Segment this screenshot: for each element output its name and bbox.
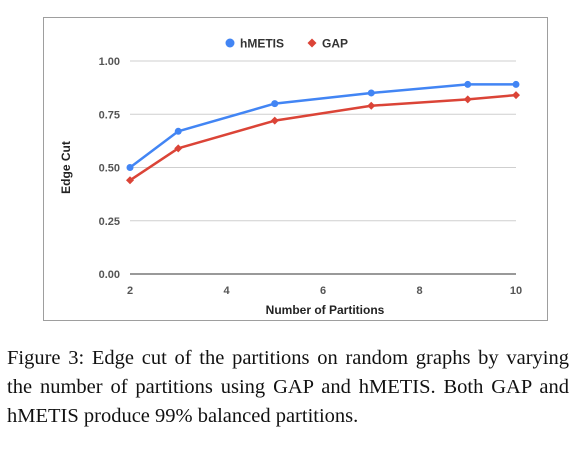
y-tick-label: 0.00 <box>99 269 120 281</box>
x-tick-label: 8 <box>416 285 422 297</box>
series-line-gap <box>129 93 517 182</box>
data-point-gap <box>174 144 183 153</box>
y-tick-label: 1.00 <box>99 56 120 68</box>
figure-caption: Figure 3: Edge cut of the partitions on … <box>7 347 569 427</box>
data-point-gap <box>512 91 520 100</box>
x-axis-title: Number of Partitions <box>266 303 385 317</box>
x-tick-label: 4 <box>223 285 230 297</box>
data-point-hmetis <box>271 100 279 108</box>
x-tick-label: 6 <box>320 285 326 297</box>
x-tick-label: 10 <box>510 285 522 297</box>
y-tick-label: 0.75 <box>99 109 120 121</box>
legend-marker-hmetis <box>225 38 235 48</box>
legend-label-hmetis: hMETIS <box>240 37 284 51</box>
y-axis-title: Edge Cut <box>59 141 73 194</box>
data-point-hmetis <box>512 80 520 88</box>
chart-frame: 0.00 0.25 0.50 0.75 1.00 2 4 6 8 10 Number of Part… <box>43 17 548 321</box>
y-tick-label: 0.50 <box>99 163 120 175</box>
series-line-hmetis <box>129 83 516 169</box>
data-point-gap <box>367 101 376 110</box>
data-point-gap <box>126 176 134 185</box>
data-point-hmetis <box>367 89 375 97</box>
legend-marker-gap <box>307 38 317 48</box>
data-point-gap <box>463 95 472 104</box>
data-point-hmetis <box>174 127 182 135</box>
data-point-gap <box>270 116 279 125</box>
x-tick-label: 2 <box>127 285 133 297</box>
line-chart: 0.00 0.25 0.50 0.75 1.00 2 4 6 8 10 Number of Part… <box>59 37 522 318</box>
legend-label-gap: GAP <box>322 37 348 51</box>
data-point-hmetis <box>464 80 472 88</box>
y-tick-label: 0.25 <box>99 216 120 228</box>
data-point-hmetis <box>126 164 134 171</box>
